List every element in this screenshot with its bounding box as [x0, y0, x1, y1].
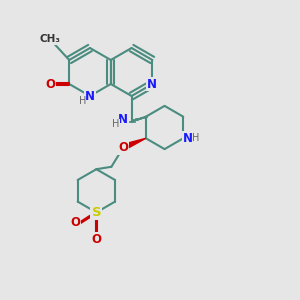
Text: H: H [112, 119, 120, 129]
Text: N: N [147, 77, 158, 91]
Text: H: H [79, 95, 86, 106]
Text: O: O [118, 141, 128, 154]
Text: O: O [70, 216, 80, 230]
Text: CH₃: CH₃ [39, 34, 60, 44]
Text: O: O [92, 233, 101, 246]
Text: N: N [85, 89, 95, 103]
Text: S: S [92, 206, 101, 219]
Polygon shape [122, 138, 146, 150]
Text: H: H [192, 133, 200, 143]
Text: N: N [183, 132, 193, 145]
Text: N: N [118, 112, 128, 126]
Text: O: O [45, 77, 55, 91]
